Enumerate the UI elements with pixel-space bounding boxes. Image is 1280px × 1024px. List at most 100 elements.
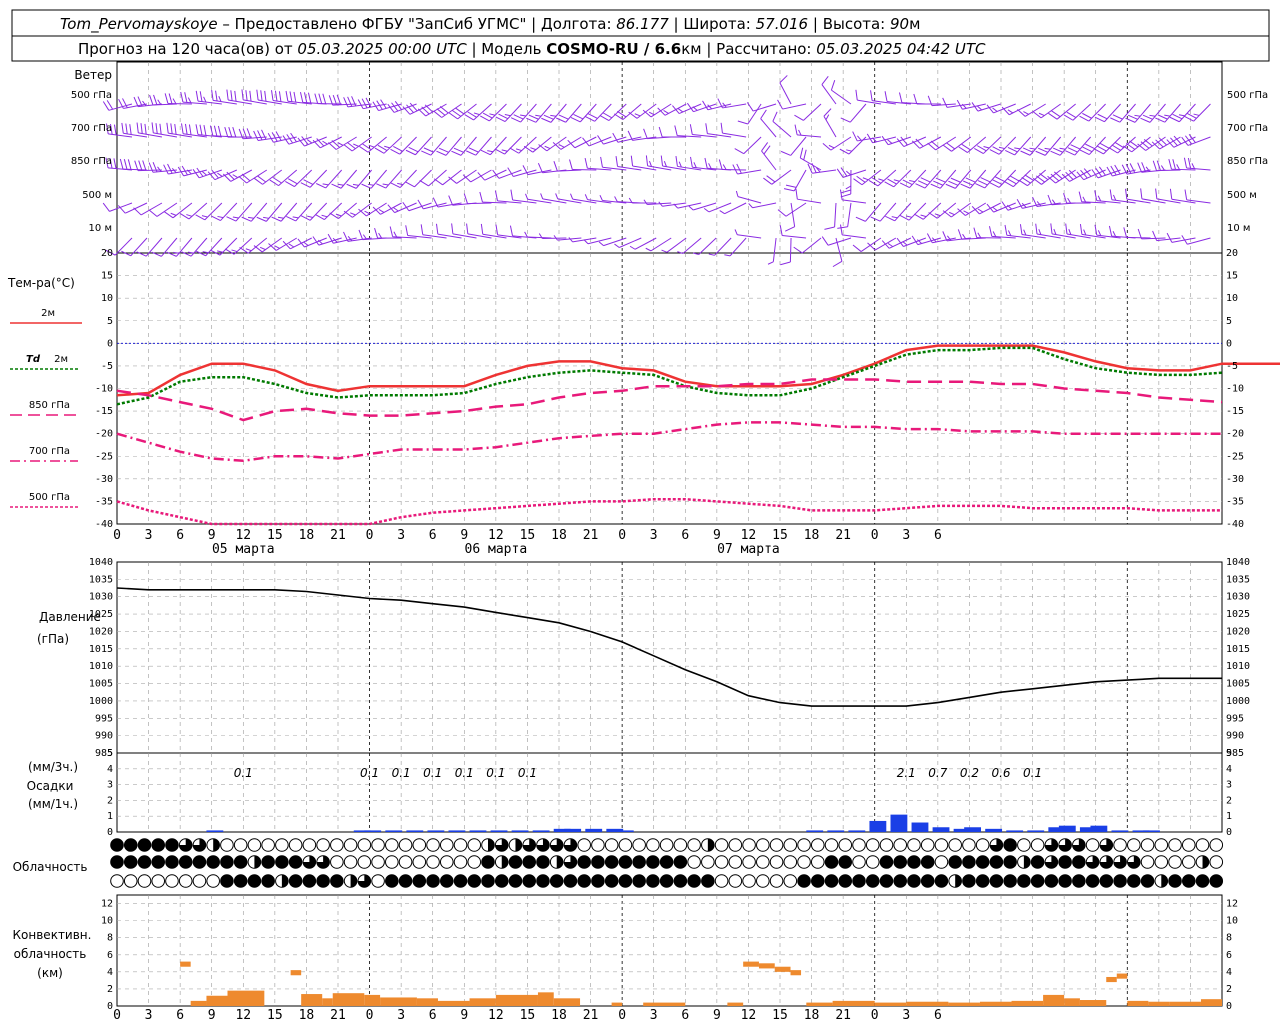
cloud-symbol [659,855,674,869]
wind-barb-flag [992,179,1003,185]
wind-barb-flag [102,202,110,212]
cloud-symbol [426,855,440,869]
wind-barb-flag [870,216,881,222]
wind-barb-flag [615,156,619,167]
wind-barb-flag [1191,163,1195,169]
wind-barb-flag [1137,143,1147,151]
wind-barb-flag [570,193,574,200]
wind-barb-flag [213,125,218,137]
wind-barb-flag [1181,235,1188,245]
wind-barb [1021,234,1046,239]
precip-bar [964,827,982,832]
wind-barb-flag [558,144,565,148]
precip-3h-label: 2.1 [897,766,916,780]
wind-barb-flag [988,226,993,237]
cloud-symbol [398,838,413,852]
xtick-label: 12 [741,528,757,543]
wind-barb-flag [1085,143,1095,150]
wind-barb-flag [329,212,339,220]
wind-barb [1036,202,1061,208]
wind-barb-flag [702,100,709,111]
wind-barb-flag [942,231,948,242]
wind-barb-flag [673,203,679,209]
xtick-label: 3 [650,528,658,543]
wind-barb-flag [257,130,263,141]
wind-barb [370,169,388,189]
wind-barb-flag [989,182,1000,188]
cloud-symbol [632,874,646,888]
wind-barb-flag [977,232,982,238]
wind-barb-flag [708,163,712,169]
wind-barb [737,196,762,204]
wind-barb [619,237,642,248]
wind-barb-flag [613,113,624,120]
cloud-symbol [412,838,427,852]
wind-barb-flag [852,131,858,142]
wind-barb [1156,237,1181,242]
cloud-symbol [975,855,990,869]
cloud-symbol [646,874,660,888]
wind-barb-flag [439,106,449,114]
cloud-symbol [604,838,619,852]
cloud-symbol [797,874,811,888]
wind-barb-flag [343,144,353,152]
wind-barb-flag [106,123,109,134]
header-calc-label: | Рассчитано: [702,40,817,58]
cloud-symbol [1168,874,1182,888]
wind-barb-flag [187,251,194,254]
cloud-symbol [838,838,853,852]
wind-barb-flag [151,251,162,257]
conv-bar [416,998,438,1006]
wind-barb-flag [627,130,633,141]
wind-barb [761,150,777,171]
wind-barb-flag [780,150,791,156]
wind-barb [140,202,163,216]
wind-barb-flag [1006,204,1012,210]
wind-barb [520,103,537,123]
conv-bar [301,994,323,1006]
xtick-label: 9 [460,528,468,543]
cloud-symbol [1044,874,1059,888]
wind-barb-flag [343,97,349,108]
cloud-symbol [412,874,427,888]
wind-barb-flag [510,189,514,201]
wind-barb-flag [992,107,998,112]
wind-barb-flag [467,111,477,118]
wind-barb-flag [643,128,648,139]
xtick-label-bottom: 0 [366,1008,374,1023]
wind-barb [752,202,777,209]
wind-barb-flag [199,124,203,136]
wind-barb-flag [1097,113,1108,120]
wind-barb-flag [151,122,154,133]
wind-barb-flag [855,216,866,222]
wind-barb-flag [364,210,371,215]
wind-barb-flag [292,216,299,219]
wind-barb-flag [462,174,471,183]
wind-barb-flag [361,98,368,109]
wind-barb-flag [1183,157,1188,169]
wind-barb-flag [1129,163,1136,173]
wind-barb-flag [495,148,505,155]
cloud-symbol [330,838,344,852]
wind-barb-flag [1094,116,1105,123]
cloud-symbol [865,838,880,852]
wind-barb-flag [482,112,493,119]
pressure-ytick-r: 985 [1226,748,1244,759]
wind-barb-flag [282,240,291,250]
wind-barb-flag [307,92,312,103]
wind-barb [1186,199,1211,204]
wind-barb-flag [950,177,961,183]
wind-barb-flag [286,216,296,222]
conv-bar [643,1002,686,1006]
wind-barb [677,135,702,138]
temp-ytick: 0 [107,338,113,349]
wind-barb [109,202,133,212]
xtick-label-bottom: 9 [460,1008,468,1023]
wind-barb-flag [1001,201,1009,211]
wind-barb [414,169,432,188]
precip-bar [1006,830,1024,832]
wind-barb-flag [1078,191,1083,202]
wind-barb-flag [983,146,990,149]
wind-barb-flag [307,215,313,218]
wind-barb-flag [1094,224,1098,236]
